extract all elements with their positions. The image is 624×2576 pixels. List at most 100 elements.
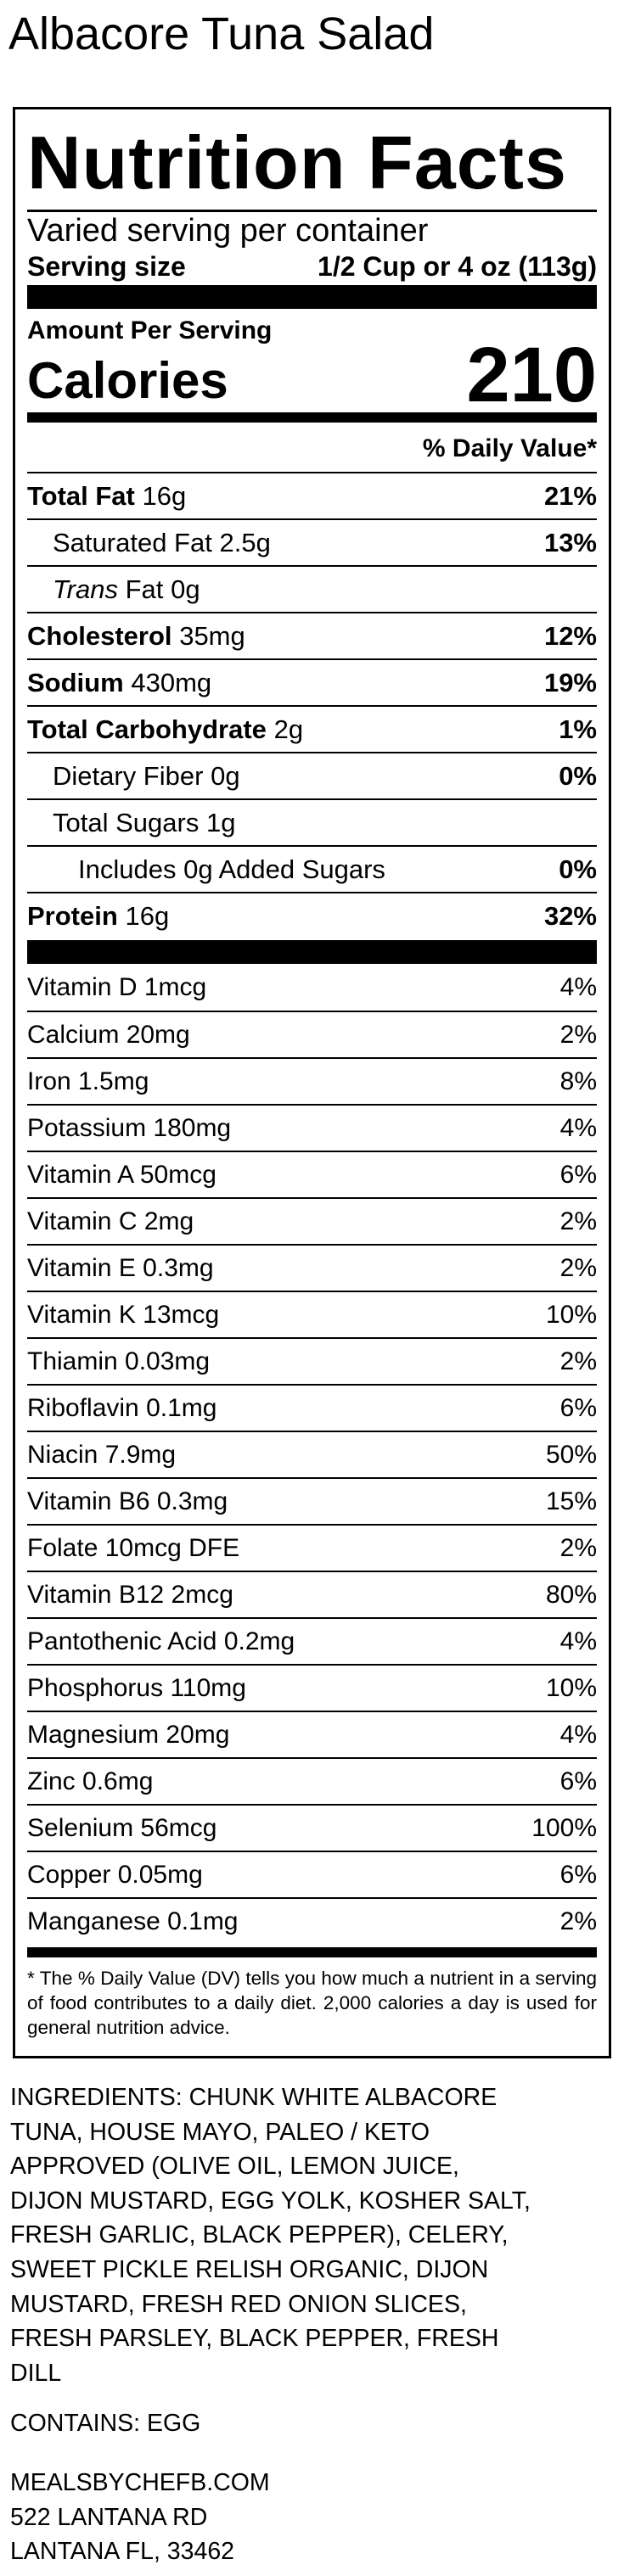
- daily-value-header: % Daily Value*: [422, 434, 597, 462]
- serving-size-label: Serving size: [27, 251, 186, 282]
- divider: [27, 412, 597, 423]
- nutrient-name: Dietary Fiber 0g: [53, 761, 240, 792]
- vitamin-row: Magnesium 20mg 4%: [27, 1711, 597, 1757]
- nutrient-name: Total Fat 16g: [27, 481, 186, 512]
- nutrient-name: Sodium 430mg: [27, 668, 211, 698]
- vitamin-row: Vitamin D 1mcg 4%: [27, 964, 597, 1011]
- vitamin-name: Vitamin K 13mcg: [27, 1300, 220, 1329]
- vitamin-row: Vitamin C 2mg 2%: [27, 1197, 597, 1244]
- vitamin-row: Phosphorus 110mg 10%: [27, 1664, 597, 1711]
- nutrient-amount: 430mg: [131, 667, 212, 697]
- vitamin-row: Folate 10mcg DFE 2%: [27, 1524, 597, 1571]
- vitamin-row: Niacin 7.9mg 50%: [27, 1431, 597, 1477]
- vitamin-row: Iron 1.5mg 8%: [27, 1057, 597, 1104]
- vitamin-dv: 2%: [559, 1907, 597, 1935]
- nutrient-name: Total Carbohydrate 2g: [27, 714, 303, 745]
- vitamin-name: Vitamin E 0.3mg: [27, 1253, 214, 1282]
- nutrient-amount: 2g: [273, 714, 304, 744]
- address-line: 522 LANTANA RD: [10, 2503, 208, 2531]
- nutrient-row: Protein 16g 32%: [27, 892, 597, 938]
- ingredients-line: TUNA, HOUSE MAYO, PALEO / KETO: [10, 2118, 430, 2146]
- nutrient-row: Trans Fat 0g: [27, 565, 597, 612]
- vitamin-name: Zinc 0.6mg: [27, 1767, 154, 1795]
- vitamin-dv: 80%: [545, 1580, 597, 1609]
- nutrient-name: Protein 16g: [27, 901, 169, 932]
- nutrient-amount: 16g: [142, 480, 187, 511]
- vitamin-dv: 4%: [559, 1720, 597, 1749]
- nutrient-name: Saturated Fat 2.5g: [53, 528, 271, 558]
- nutrient-amount: 1g: [206, 807, 236, 837]
- footnote: * The % Daily Value (DV) tells you how m…: [27, 1968, 597, 2038]
- vitamin-dv: 6%: [559, 1393, 597, 1422]
- vitamin-dv: 2%: [559, 1207, 597, 1235]
- ingredients-line: FRESH PARSLEY, BLACK PEPPER, FRESH: [10, 2325, 499, 2353]
- ingredients: INGREDIENTS: CHUNK WHITE ALBACORE TUNA, H…: [10, 2080, 531, 2390]
- vitamin-row: Selenium 56mcg 100%: [27, 1804, 597, 1851]
- nutrient-dv: 19%: [543, 667, 597, 697]
- vitamin-name: Vitamin D 1mcg: [27, 972, 207, 1001]
- nutrient-name-text: Sodium: [27, 667, 124, 697]
- vitamin-name: Phosphorus 110mg: [27, 1673, 246, 1702]
- vitamin-name: Folate 10mcg DFE: [27, 1533, 240, 1562]
- vitamin-dv: 8%: [559, 1067, 597, 1095]
- vitamin-row: Vitamin E 0.3mg 2%: [27, 1244, 597, 1291]
- nutrient-name: Trans Fat 0g: [53, 574, 200, 605]
- vitamin-dv: 100%: [531, 1813, 597, 1842]
- nutrient-name: Cholesterol 35mg: [27, 621, 245, 652]
- nutrient-amount: 0g: [171, 574, 200, 604]
- vitamin-dv: 4%: [559, 1113, 597, 1142]
- vitamin-row: Vitamin B6 0.3mg 15%: [27, 1477, 597, 1524]
- vitamin-name: Potassium 180mg: [27, 1113, 232, 1142]
- vitamin-name: Copper 0.05mg: [27, 1860, 203, 1889]
- nutrient-name-text: Total Fat: [27, 480, 135, 511]
- nutrient-amount: 16g: [125, 900, 170, 931]
- vitamin-row: Manganese 0.1mg 2%: [27, 1897, 597, 1944]
- nutrient-name-text: Includes 0g Added Sugars: [78, 854, 385, 884]
- nutrient-name-text: Total Carbohydrate: [27, 714, 267, 744]
- nutrient-name-italic: Trans: [53, 574, 118, 604]
- address: MEALSBYCHEFB.COM 522 LANTANA RD LANTANA FL…: [10, 2466, 270, 2569]
- nutrient-name-text: Saturated Fat: [53, 527, 212, 557]
- nutrient-dv: 0%: [559, 854, 597, 884]
- nutrient-amount: 0g: [211, 760, 240, 791]
- nutrient-name-text: Fat: [125, 574, 164, 604]
- amount-per-serving: Amount Per Serving: [27, 316, 273, 344]
- vitamin-name: Iron 1.5mg: [27, 1067, 149, 1095]
- ingredients-line: DILL: [10, 2359, 62, 2387]
- nutrient-row: Total Fat 16g 21%: [27, 472, 597, 518]
- calories-value: 210: [466, 332, 598, 418]
- vitamin-name: Vitamin B6 0.3mg: [27, 1487, 228, 1515]
- vitamin-row: Vitamin A 50mcg 6%: [27, 1151, 597, 1197]
- nutrient-name-text: Total Sugars: [53, 807, 200, 837]
- nutrient-row: Dietary Fiber 0g 0%: [27, 752, 597, 798]
- serving-size-value: 1/2 Cup or 4 oz (113g): [318, 251, 597, 282]
- nutrient-row: Sodium 430mg 19%: [27, 658, 597, 705]
- nutrient-row: Total Sugars 1g: [27, 798, 597, 845]
- ingredients-line: INGREDIENTS: CHUNK WHITE ALBACORE: [10, 2084, 498, 2111]
- vitamin-row: Calcium 20mg 2%: [27, 1011, 597, 1057]
- vitamin-dv: 2%: [559, 1253, 597, 1282]
- nutrient-amount: 35mg: [179, 620, 245, 651]
- nutrient-name: Total Sugars 1g: [53, 808, 235, 838]
- vitamin-row: Zinc 0.6mg 6%: [27, 1757, 597, 1804]
- vitamin-dv: 2%: [559, 1347, 597, 1375]
- vitamin-dv: 6%: [559, 1767, 597, 1795]
- vitamin-name: Niacin 7.9mg: [27, 1440, 177, 1469]
- vitamin-row: Vitamin K 13mcg 10%: [27, 1291, 597, 1337]
- nutrient-dv: 21%: [543, 480, 597, 511]
- ingredients-line: FRESH GARLIC, BLACK PEPPER), CELERY,: [10, 2221, 509, 2249]
- vitamin-dv: 4%: [559, 972, 597, 1001]
- nutrient-name-text: Dietary Fiber: [53, 760, 204, 791]
- nutrient-row: Includes 0g Added Sugars 0%: [27, 845, 597, 892]
- vitamin-dv: 10%: [545, 1300, 597, 1329]
- vitamin-dv: 50%: [545, 1440, 597, 1469]
- nutrient-dv: 1%: [559, 714, 597, 744]
- vitamin-dv: 15%: [545, 1487, 597, 1515]
- vitamin-name: Manganese 0.1mg: [27, 1907, 239, 1935]
- vitamin-row: Riboflavin 0.1mg 6%: [27, 1384, 597, 1431]
- label-heading: Nutrition Facts: [27, 120, 567, 204]
- vitamin-name: Selenium 56mcg: [27, 1813, 217, 1842]
- vitamin-row: Potassium 180mg 4%: [27, 1104, 597, 1151]
- product-title: Albacore Tuna Salad: [8, 8, 435, 59]
